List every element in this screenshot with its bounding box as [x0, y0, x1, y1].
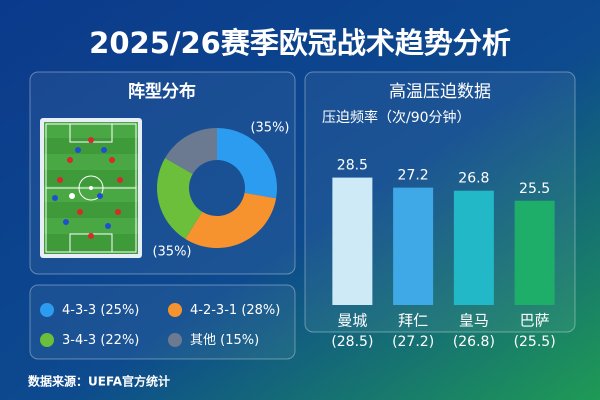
legend-value: (28%): [241, 303, 280, 318]
legend-value: (25%): [100, 303, 139, 318]
bar: [393, 187, 434, 305]
legend-swatch: [40, 303, 54, 317]
legend-swatch: [40, 333, 54, 347]
legend-label: 其他 (15%): [190, 333, 259, 348]
panel-title: 阵型分布: [128, 81, 196, 102]
x-tick-label: 巴萨: [520, 312, 550, 330]
legend-name: 4-3-3: [62, 303, 96, 318]
bar-value-label: (27.2): [392, 334, 434, 350]
donut-annotation: (35%): [250, 121, 289, 136]
legend-label: 4-3-3 (25%): [62, 303, 139, 318]
donut-segment: [165, 128, 217, 174]
donut-segment: [185, 192, 277, 249]
panel-subtitle: 压迫频率（次/90分钟）: [322, 109, 471, 126]
source-note: 数据来源：UEFA官方统计: [28, 374, 170, 389]
x-tick-label: 皇马: [459, 312, 489, 330]
bar-value-label: (28.5): [331, 334, 373, 350]
x-tick-label: 曼城: [337, 312, 367, 330]
legend-value: (15%): [220, 333, 259, 348]
bar-value: 25.5: [519, 181, 550, 197]
donut-segment: [217, 128, 277, 199]
x-tick-label: 拜仁: [398, 312, 428, 330]
donut-segment: [157, 158, 203, 239]
bar-value-label: (26.8): [453, 334, 495, 350]
page-title: 2025/26赛季欧冠战术趋势分析: [89, 26, 511, 60]
legend-swatch: [168, 333, 182, 347]
legend-name: 其他: [190, 333, 216, 348]
bar-value-label: (25.5): [514, 334, 556, 350]
bar: [332, 177, 373, 305]
pressing-panel: [304, 71, 576, 333]
bar-value: 28.5: [337, 158, 368, 174]
legend-panel: [29, 284, 296, 360]
bar-value: 27.2: [398, 168, 429, 184]
bar-value: 26.8: [458, 171, 489, 187]
legend-label: 4-2-3-1 (28%): [190, 303, 280, 318]
legend-value: (22%): [100, 333, 139, 348]
panel-title: 高温压迫数据: [389, 82, 491, 102]
bar: [453, 190, 494, 305]
bar: [514, 200, 555, 305]
legend-label: 3-4-3 (22%): [62, 333, 139, 348]
donut-annotation: (35%): [152, 245, 191, 260]
pitch: [40, 118, 142, 258]
legend-swatch: [168, 303, 182, 317]
legend-name: 3-4-3: [62, 333, 96, 348]
legend-name: 4-2-3-1: [190, 303, 237, 318]
